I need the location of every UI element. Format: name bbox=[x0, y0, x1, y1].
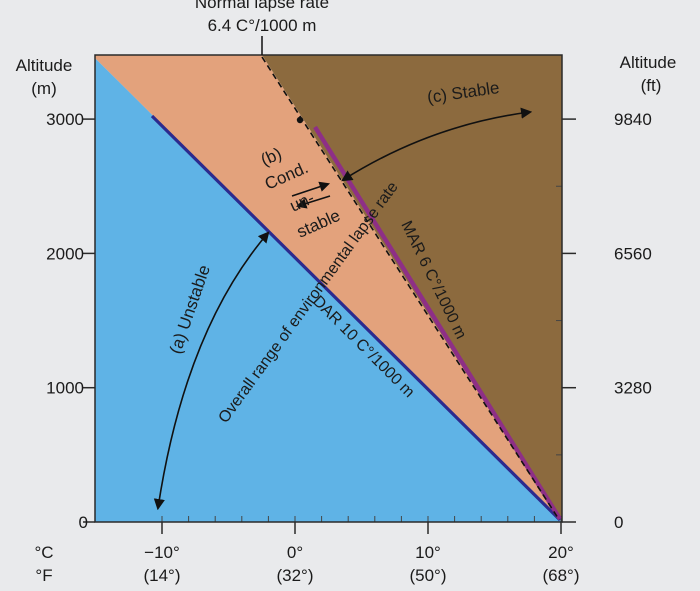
bottom-tick-label-c: −10° bbox=[144, 543, 180, 562]
right-axis-ticks: 9840 6560 3280 0 bbox=[562, 110, 652, 532]
bottom-tick-label-c: 0° bbox=[287, 543, 303, 562]
unit-fahrenheit: °F bbox=[35, 566, 52, 585]
inner-tick-marks bbox=[161, 185, 562, 522]
left-tick-label: 1000 bbox=[46, 379, 84, 398]
right-axis-unit: (ft) bbox=[641, 76, 662, 95]
plot-frame bbox=[94, 54, 563, 523]
cond-right-arrow bbox=[291, 181, 330, 197]
unit-celsius: °C bbox=[34, 543, 53, 562]
stable-arrow bbox=[341, 107, 533, 182]
right-tick-label: 3280 bbox=[614, 379, 652, 398]
right-tick-label: 9840 bbox=[614, 110, 652, 129]
cond-left-arrow bbox=[295, 195, 331, 209]
bottom-tick-label-c: 10° bbox=[415, 543, 441, 562]
bottom-tick-label-f: (50°) bbox=[409, 566, 446, 585]
left-tick-label: 0 bbox=[79, 513, 88, 532]
bottom-tick-label-c: 20° bbox=[548, 543, 574, 562]
normal-lapse-dot bbox=[296, 116, 304, 124]
normal-lapse-rate-line bbox=[261, 56, 559, 519]
left-tick-label: 2000 bbox=[46, 244, 84, 263]
bottom-tick-label-f: (14°) bbox=[143, 566, 180, 585]
bottom-axis-ticks: −10° (14°) 0° (32°) 10° (50°) 20° (68°) bbox=[143, 522, 580, 585]
top-label-value: 6.4 C°/1000 m bbox=[208, 16, 317, 35]
bottom-tick-label-f: (32°) bbox=[276, 566, 313, 585]
right-tick-label: 0 bbox=[614, 513, 623, 532]
left-tick-label: 3000 bbox=[46, 110, 84, 129]
left-axis-title: Altitude bbox=[16, 56, 73, 75]
top-label-title: Normal lapse rate bbox=[195, 0, 329, 12]
left-axis-unit: (m) bbox=[31, 79, 56, 98]
mar-line bbox=[313, 125, 562, 521]
dar-line bbox=[150, 114, 562, 522]
unstable-arrow bbox=[153, 231, 270, 511]
right-axis-title: Altitude bbox=[620, 53, 677, 72]
left-axis-ticks: 3000 2000 1000 0 bbox=[46, 110, 95, 532]
bottom-tick-label-f: (68°) bbox=[542, 566, 579, 585]
right-tick-label: 6560 bbox=[614, 244, 652, 263]
